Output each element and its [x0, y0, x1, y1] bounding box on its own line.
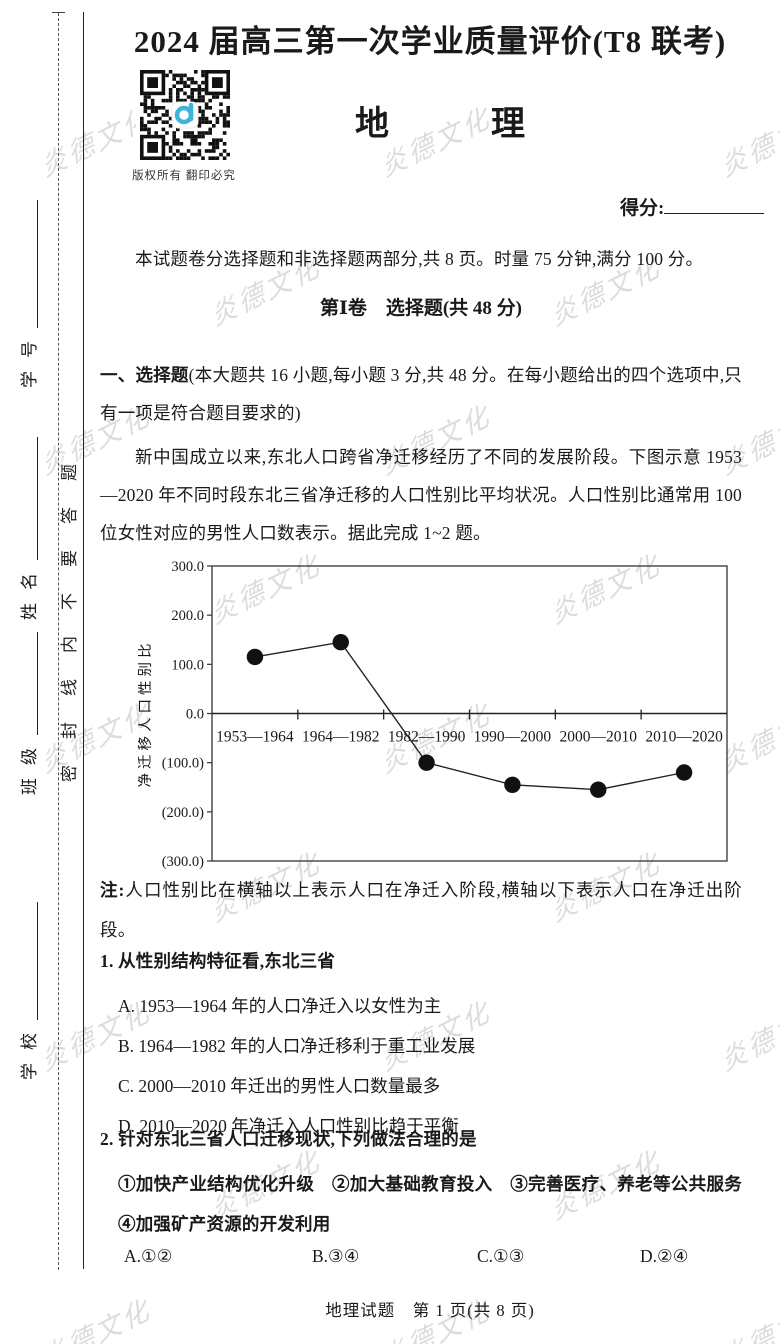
question-2-answer-c: C.①③: [477, 1246, 525, 1266]
chart-note-rest: 人口性别比在横轴以上表示人口在净迁入阶段,横轴以下表示人口在净迁出阶段。: [100, 880, 742, 940]
score-blank: [664, 193, 765, 214]
seal-notice: 密封线内不要答题: [58, 438, 82, 782]
exam-intro: 本试题卷分选择题和非选择题两部分,共 8 页。时量 75 分钟,满分 100 分…: [135, 249, 704, 269]
question-2-answer-d: D.②④: [640, 1246, 689, 1266]
svg-text:300.0: 300.0: [171, 559, 204, 575]
name-label: 姓名: [20, 560, 39, 620]
subject-title: 地 理: [355, 106, 525, 143]
chart-note: 注:人口性别比在横轴以上表示人口在净迁入阶段,横轴以下表示人口在净迁出阶段。: [100, 870, 742, 950]
svg-text:0.0: 0.0: [186, 707, 204, 723]
score-field: 得分:: [620, 193, 765, 220]
school-blank: [37, 902, 38, 1020]
exam-title: 2024 届高三第一次学业质量评价(T8 联考): [133, 24, 727, 59]
svg-text:(100.0): (100.0): [162, 756, 204, 772]
chart-note-lead: 注:: [100, 880, 125, 900]
svg-text:1953—1964: 1953—1964: [216, 729, 294, 746]
seal-line-top-cap: [52, 12, 65, 13]
margin-solid-line: [83, 12, 84, 1269]
choice-section-rest: (本大题共 16 小题,每小题 3 分,共 48 分。在每小题给出的四个选项中,…: [100, 365, 742, 423]
class-label: 班级: [20, 735, 39, 795]
seal-notice-text: 密封线内不要答题: [60, 438, 79, 782]
svg-text:1990—2000: 1990—2000: [474, 729, 552, 746]
school-field: 学校: [18, 902, 42, 1082]
student-id-blank: [37, 200, 38, 328]
question-1-options: A. 1953—1964 年的人口净迁入以女性为主 B. 1964—1982 年…: [100, 986, 742, 1146]
question-1-stem: 1. 从性别结构特征看,东北三省: [100, 948, 742, 973]
net-migration-sex-ratio-chart: 300.0 200.0 100.0 0.0 (100.0) (200.0) (300.0) 1…: [138, 559, 728, 870]
choice-section-lead: 一、选择题: [100, 365, 189, 385]
score-label: 得分:: [620, 198, 665, 219]
class-field: 班级: [18, 632, 42, 797]
class-blank: [37, 632, 38, 735]
name-blank: [37, 437, 38, 560]
svg-text:(300.0): (300.0): [162, 854, 204, 870]
page-footer: 地理试题 第 1 页(共 8 页): [325, 1301, 535, 1320]
svg-text:净迁移人口性别比: 净迁移人口性别比: [138, 640, 154, 788]
question-2-stem: 2. 针对东北三省人口迁移现状,下列做法合理的是: [100, 1126, 742, 1151]
svg-text:2010—2020: 2010—2020: [645, 729, 723, 746]
question-1-number: 1.: [100, 951, 114, 971]
svg-text:(200.0): (200.0): [162, 805, 204, 821]
svg-text:1964—1982: 1964—1982: [302, 729, 380, 746]
question-1-option-d: D. 2010—2020 年净迁入人口性别比趋于平衡: [118, 1116, 459, 1136]
student-id-field: 学号: [18, 200, 42, 390]
question-2-numbered-items: ①加快产业结构优化升级 ②加大基础教育投入 ③完善医疗、养老等公共服务 ④加强矿…: [118, 1174, 760, 1234]
svg-text:100.0: 100.0: [171, 657, 204, 673]
copyright-caption: 版权所有 翻印必究: [132, 170, 236, 182]
seal-dashed-line: [58, 13, 59, 1270]
svg-text:200.0: 200.0: [171, 608, 204, 624]
question-2-text: 针对东北三省人口迁移现状,下列做法合理的是: [118, 1129, 477, 1149]
student-id-label: 学号: [20, 328, 39, 388]
school-label: 学校: [20, 1020, 39, 1080]
question-passage: 新中国成立以来,东北人口跨省净迁移经历了不同的发展阶段。下图示意 1953—20…: [100, 447, 742, 543]
choice-section-intro: 一、选择题(本大题共 16 小题,每小题 3 分,共 48 分。在每小题给出的四…: [100, 356, 742, 432]
svg-text:1982—1990: 1982—1990: [388, 729, 466, 746]
svg-text:2000—2010: 2000—2010: [560, 729, 638, 746]
question-2-answer-a: A.①②: [124, 1246, 173, 1266]
question-1-option-b: B. 1964—1982 年的人口净迁移利于重工业发展: [118, 1036, 476, 1056]
qr-code: [136, 66, 234, 164]
question-2-answer-b: B.③④: [312, 1246, 360, 1266]
question-1-option-c: C. 2000—2010 年迁出的男性人口数量最多: [118, 1076, 441, 1096]
question-1-text: 从性别结构特征看,东北三省: [118, 951, 336, 971]
question-2-number: 2.: [100, 1129, 114, 1149]
name-field: 姓名: [18, 437, 42, 622]
question-1-option-a: A. 1953—1964 年的人口净迁入以女性为主: [118, 996, 442, 1016]
section1-heading: 第Ⅰ卷 选择题(共 48 分): [319, 298, 523, 319]
